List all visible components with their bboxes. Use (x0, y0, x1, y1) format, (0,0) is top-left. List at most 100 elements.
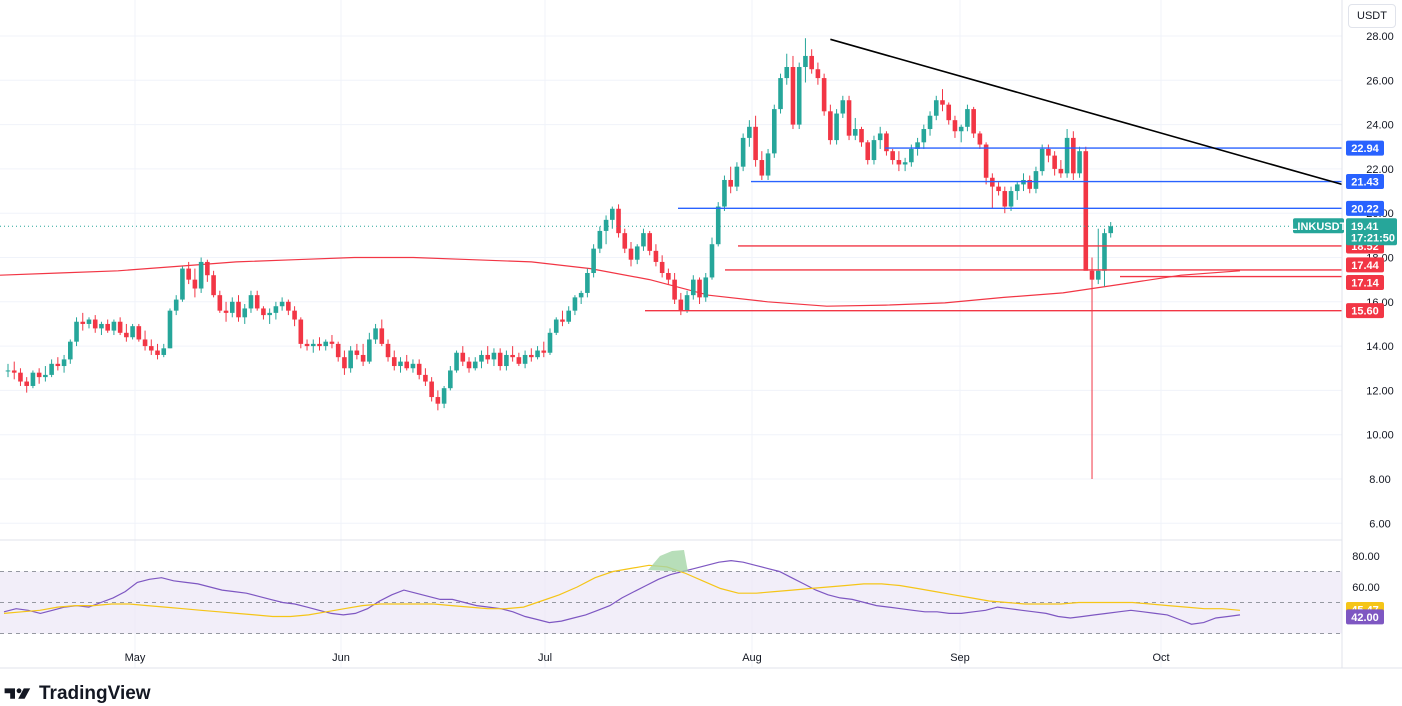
candle-body (553, 319, 559, 333)
candle-body (248, 295, 254, 309)
candle-body (1077, 151, 1082, 174)
candle (416, 359, 422, 380)
candle (759, 151, 765, 180)
candle (342, 350, 347, 375)
candle (410, 359, 416, 373)
candle (379, 319, 385, 347)
price-tick-label: 10.00 (1366, 430, 1394, 442)
candle (659, 255, 665, 278)
candle-body (971, 109, 976, 134)
candle-body (541, 350, 547, 353)
price-tick-label: 14.00 (1366, 341, 1394, 353)
candle-body (759, 160, 765, 176)
candle-body (5, 370, 11, 372)
candle (796, 62, 802, 130)
candle (180, 266, 185, 302)
candle (1095, 228, 1101, 285)
level-tag-21-43-bg (1346, 174, 1384, 190)
candle (846, 95, 852, 141)
candle-body (952, 120, 958, 132)
candle-body (809, 55, 814, 70)
level-tag-22-94: 22.94 (1346, 140, 1384, 156)
candle-body (821, 78, 827, 112)
candle (398, 357, 403, 373)
candle (317, 337, 322, 351)
rsi-overbought-fill (648, 550, 688, 572)
candles-layer (5, 38, 1114, 479)
candle (691, 275, 696, 300)
candle-body (597, 230, 603, 249)
candle (74, 317, 79, 347)
candle-body (909, 148, 914, 163)
candle (753, 115, 758, 167)
candle (242, 304, 248, 324)
candle-body (416, 363, 422, 375)
candle (821, 73, 827, 116)
price-tags: 22.9421.4320.2218.5217.4417.1415.60LINKU… (1291, 140, 1397, 625)
candle (840, 95, 846, 118)
candle (423, 368, 428, 386)
candle (510, 346, 515, 362)
candle-body (790, 67, 796, 125)
candle (965, 104, 970, 132)
quote-currency-button[interactable]: USDT (1348, 4, 1396, 28)
candle-body (192, 279, 198, 289)
candle-body (429, 381, 434, 398)
candle-body (86, 319, 92, 324)
level-tag-17-44-text: 17.44 (1351, 260, 1379, 272)
candle-body (148, 346, 154, 351)
rsi-tag-bg (1346, 609, 1384, 625)
candle-body (1089, 270, 1095, 280)
price-tick-label: 26.00 (1366, 75, 1394, 87)
candle (279, 297, 285, 311)
candle (254, 290, 260, 311)
candle (834, 109, 839, 145)
candle (522, 350, 528, 369)
candle-body (61, 359, 67, 367)
candle (354, 343, 360, 360)
candle (448, 366, 453, 391)
candle-body (1033, 171, 1039, 189)
level-tag-15-60: 15.60 (1346, 303, 1384, 319)
candle (678, 292, 684, 316)
candle (1071, 131, 1076, 180)
candle (24, 377, 29, 393)
brand-name: TradingView (39, 683, 151, 704)
tradingview-logo[interactable]: TradingView (4, 683, 151, 705)
time-axis[interactable]: May Jun Jul Aug Sep Oct (125, 652, 1170, 664)
candle-body (49, 363, 54, 375)
candle (877, 126, 883, 149)
candle-body (784, 67, 790, 79)
candle (684, 290, 690, 313)
candle (622, 228, 628, 254)
candle-body (828, 111, 833, 141)
level-tag-21-43: 21.43 (1346, 174, 1384, 190)
candle (983, 142, 989, 185)
candle-body (616, 208, 621, 234)
quote-currency-label: USDT (1357, 10, 1387, 22)
candle-body (871, 140, 877, 161)
candle (36, 368, 42, 384)
candle (323, 339, 329, 351)
grid-lines (0, 0, 1342, 668)
candle-body (267, 312, 272, 316)
candle (335, 341, 341, 362)
candle-body (111, 321, 117, 331)
candle (591, 244, 596, 278)
candle-body (578, 292, 584, 298)
candle (666, 268, 671, 285)
candle (927, 111, 933, 136)
candle (360, 343, 366, 367)
candle (435, 390, 441, 411)
candle (765, 148, 771, 180)
candle (373, 323, 378, 344)
candle-body (441, 388, 447, 404)
candle (1089, 257, 1095, 479)
candle (971, 106, 976, 138)
candle (198, 257, 204, 293)
candle-body (435, 397, 441, 404)
candle-body (1002, 191, 1008, 207)
candle-body (1027, 179, 1033, 189)
level-tag-17-44: 17.44 (1346, 257, 1384, 273)
